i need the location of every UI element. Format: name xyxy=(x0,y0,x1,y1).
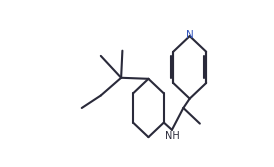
Text: NH: NH xyxy=(165,131,180,141)
Text: N: N xyxy=(186,30,193,40)
